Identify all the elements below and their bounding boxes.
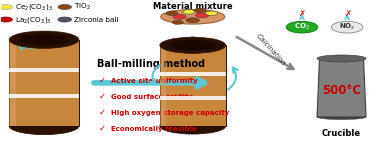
Text: TiO$_2$: TiO$_2$ [74,2,91,12]
Ellipse shape [9,31,79,48]
Text: ✗: ✗ [344,9,351,18]
Ellipse shape [169,40,217,51]
Circle shape [166,11,178,15]
Ellipse shape [161,9,225,24]
Text: 500°C: 500°C [322,84,361,97]
Text: CO$_2$: CO$_2$ [294,22,310,32]
Circle shape [286,21,318,33]
Ellipse shape [160,37,226,53]
Text: Economically feasible: Economically feasible [111,126,197,132]
Circle shape [58,17,71,22]
Text: High oxygen storage capacity: High oxygen storage capacity [111,110,229,116]
Text: ✓: ✓ [99,76,105,85]
Text: ✓: ✓ [99,92,105,101]
Circle shape [183,10,195,14]
Ellipse shape [317,55,366,62]
Text: Zirconia ball: Zirconia ball [74,16,119,23]
Polygon shape [317,59,366,117]
Circle shape [58,5,71,10]
Text: ✓: ✓ [99,124,105,133]
FancyBboxPatch shape [160,72,226,76]
Text: NO$_x$: NO$_x$ [339,22,356,32]
FancyBboxPatch shape [160,45,226,126]
Circle shape [186,18,200,23]
Circle shape [332,21,363,33]
FancyBboxPatch shape [9,40,79,126]
FancyBboxPatch shape [9,40,16,126]
Text: ✗: ✗ [299,9,305,18]
Text: ✓: ✓ [99,108,105,117]
Ellipse shape [160,118,226,134]
FancyBboxPatch shape [9,94,79,98]
Circle shape [206,11,218,15]
Circle shape [172,20,183,24]
Text: Crucible: Crucible [322,129,361,138]
Circle shape [194,8,206,13]
Circle shape [195,13,209,18]
Text: La$_2$(CO$_3$)$_3$: La$_2$(CO$_3$)$_3$ [15,14,51,25]
Ellipse shape [9,117,79,135]
Circle shape [0,5,12,10]
Text: Active site uniformity: Active site uniformity [111,78,197,84]
Text: Calcination: Calcination [255,32,287,67]
FancyBboxPatch shape [160,96,226,100]
FancyBboxPatch shape [9,68,79,72]
Circle shape [0,17,12,22]
Text: Material mixture: Material mixture [153,2,232,11]
Text: Ball-milling method: Ball-milling method [97,59,205,69]
Text: Good surface acidity: Good surface acidity [111,94,192,100]
Circle shape [173,14,186,19]
FancyBboxPatch shape [160,45,166,126]
Text: Ce$_2$(CO$_3$)$_3$: Ce$_2$(CO$_3$)$_3$ [15,2,53,12]
Ellipse shape [317,114,366,120]
Ellipse shape [19,34,69,46]
